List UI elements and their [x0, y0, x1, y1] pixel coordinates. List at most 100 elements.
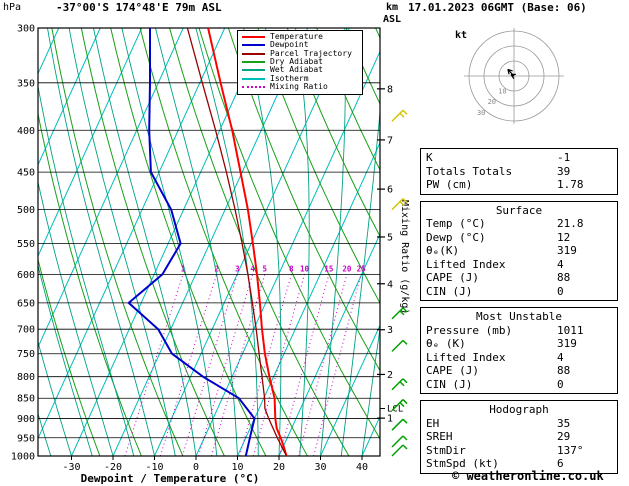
mixing-ratio-label: 25 [357, 264, 366, 273]
panel-group-title: Surface [495, 203, 543, 217]
pressure-tick-labels: 300 350 400 450 500 550 600 650 700 750 800 850 900 9… [11, 24, 35, 463]
panel-row: CAPE (J) 88 [421, 364, 617, 378]
legend-line-sample [242, 85, 265, 88]
wind-barbs [391, 109, 408, 457]
panel-row: CAPE (J) 88 [421, 271, 617, 285]
mixing-ratio-labels: 1 2 3 4 5 8 10 15 20 25 [181, 264, 366, 273]
isotherm [0, 28, 17, 456]
wind-barb [391, 378, 408, 391]
wind-barb-tick [402, 444, 408, 450]
profile-curves [127, 28, 288, 456]
temperature-tick-label: -10 [145, 462, 163, 473]
legend-line-sample [242, 61, 265, 64]
hodograph-ring [468, 30, 560, 122]
wet-adiabat [68, 28, 176, 456]
wind-barb-tick [399, 381, 405, 387]
isotherm [195, 50, 380, 456]
wind-barb [391, 418, 408, 431]
wind-barb-tick [399, 201, 405, 207]
panel-row: Lifted Index 4 [421, 258, 617, 272]
pressure-axis-unit: hPa [3, 2, 22, 13]
panel-row: Dewp (°C) 12 [421, 231, 617, 245]
panel-row-value: 6 [557, 457, 564, 470]
pressure-tick-label: 400 [17, 126, 35, 137]
page-title: -37°00'S 174°48'E 79m ASL [56, 1, 222, 14]
legend-line-sample [242, 77, 265, 80]
hodograph-ring [483, 45, 545, 107]
datetime-label: 17.01.2023 06GMT (Base: 06) [408, 1, 587, 14]
wind-barb [391, 109, 408, 122]
panel-row: θₑ (K) 319 [421, 337, 617, 351]
legend-item: Wet Adiabat [242, 66, 358, 74]
panel-row-value: 0 [557, 284, 564, 298]
panel-group-title: Most Unstable [475, 310, 563, 323]
panel-row-value: 12 [557, 230, 571, 244]
legend-item: Dewpoint [242, 41, 358, 49]
mixing-ratio-label: 4 [250, 264, 255, 273]
temperature-tick-label: 10 [231, 462, 243, 473]
panel-row-label: K [426, 151, 433, 164]
temperature-tick-label: 30 [314, 462, 326, 473]
wind-barb-tick [399, 402, 405, 408]
panel-row-value: 88 [557, 364, 571, 377]
wind-barb [391, 198, 408, 211]
panel-row-label: CAPE (J) [426, 364, 479, 377]
panel-row-value: 0 [557, 377, 564, 391]
temperature-axis-title: Dewpoint / Temperature (°C) [81, 472, 260, 485]
temperature-tick-label: 20 [273, 462, 285, 473]
isotherm [38, 28, 184, 349]
chart-legend: Temperature Dewpoint Parcel Trajectory Dry … [237, 30, 363, 96]
panel-row-value: 35 [557, 416, 571, 430]
panel-row: PW (cm) 1.78 [421, 178, 617, 192]
km-tick-label: 7 [387, 135, 393, 146]
dry-adiabat [316, 28, 380, 171]
legend-line-sample [242, 52, 265, 55]
panel-row-label: StmSpd (kt) [426, 457, 499, 470]
pressure-tick-label: 1000 [11, 452, 35, 463]
km-tick-label: 5 [387, 232, 393, 243]
temperature-tick-label: 40 [356, 462, 368, 473]
mixing-ratio-line [313, 274, 362, 456]
legend-item-label: Dry Adiabat [270, 57, 323, 67]
temperature-tick-label: 0 [193, 462, 199, 473]
wind-barb-staff [391, 399, 404, 412]
wind-barb-tick [402, 198, 408, 204]
wind-barb-tick [402, 418, 408, 424]
legend-item-label: Dewpoint [270, 40, 309, 50]
pressure-tick-label: 450 [17, 168, 35, 179]
panel-row-label: Pressure (mb) [426, 323, 513, 337]
panel-row-label: CIN (J) [426, 377, 473, 391]
hodograph-ring-label: 30 [477, 109, 485, 117]
wind-barb-staff [391, 378, 404, 391]
panel-row-value: 1.78 [557, 178, 584, 191]
wind-vector [510, 73, 517, 79]
isotherm [71, 28, 267, 456]
hodograph-ring-label: 10 [498, 88, 506, 96]
wind-barb-staff [391, 435, 404, 448]
wind-barb-tick [402, 399, 408, 405]
mixing-ratio-lines [124, 274, 362, 456]
wind-barb-staff [391, 109, 404, 122]
km-tick-label: 6 [387, 185, 393, 196]
panel-row-label: θₑ (K) [426, 337, 466, 350]
panel-row: Lifted Index 4 [421, 351, 617, 365]
panel-group-surface: Surface Temp (°C) 21.8 Dewp (°C) 12 θₑ(K) 319 L… [420, 200, 618, 301]
panel-row: StmDir 137° [421, 444, 617, 458]
panel-group: K -1 Totals Totals 39 PW (cm) 1.78 [420, 148, 618, 195]
altitude-axis-unit-km: km [386, 2, 399, 13]
km-tick-label: 4 [387, 279, 393, 290]
pressure-tick-label: 950 [17, 433, 35, 444]
wind-barb-tick [402, 435, 408, 441]
panel-row-value: 4 [557, 350, 564, 364]
wind-barb-tick [402, 109, 408, 115]
mixing-ratio-label: 20 [342, 264, 352, 273]
pressure-tick-label: 750 [17, 349, 35, 360]
wind-barb-tick [402, 339, 408, 345]
parcel-trajectory-curve [186, 28, 288, 456]
panel-row: θₑ(K) 319 [421, 244, 617, 258]
wind-barb-tick [402, 307, 408, 313]
panel-row-label: Dewp (°C) [426, 230, 486, 244]
mixing-ratio-axis-title: Mixing Ratio (g/kg) [399, 200, 410, 314]
wet-adiabat [361, 325, 380, 456]
